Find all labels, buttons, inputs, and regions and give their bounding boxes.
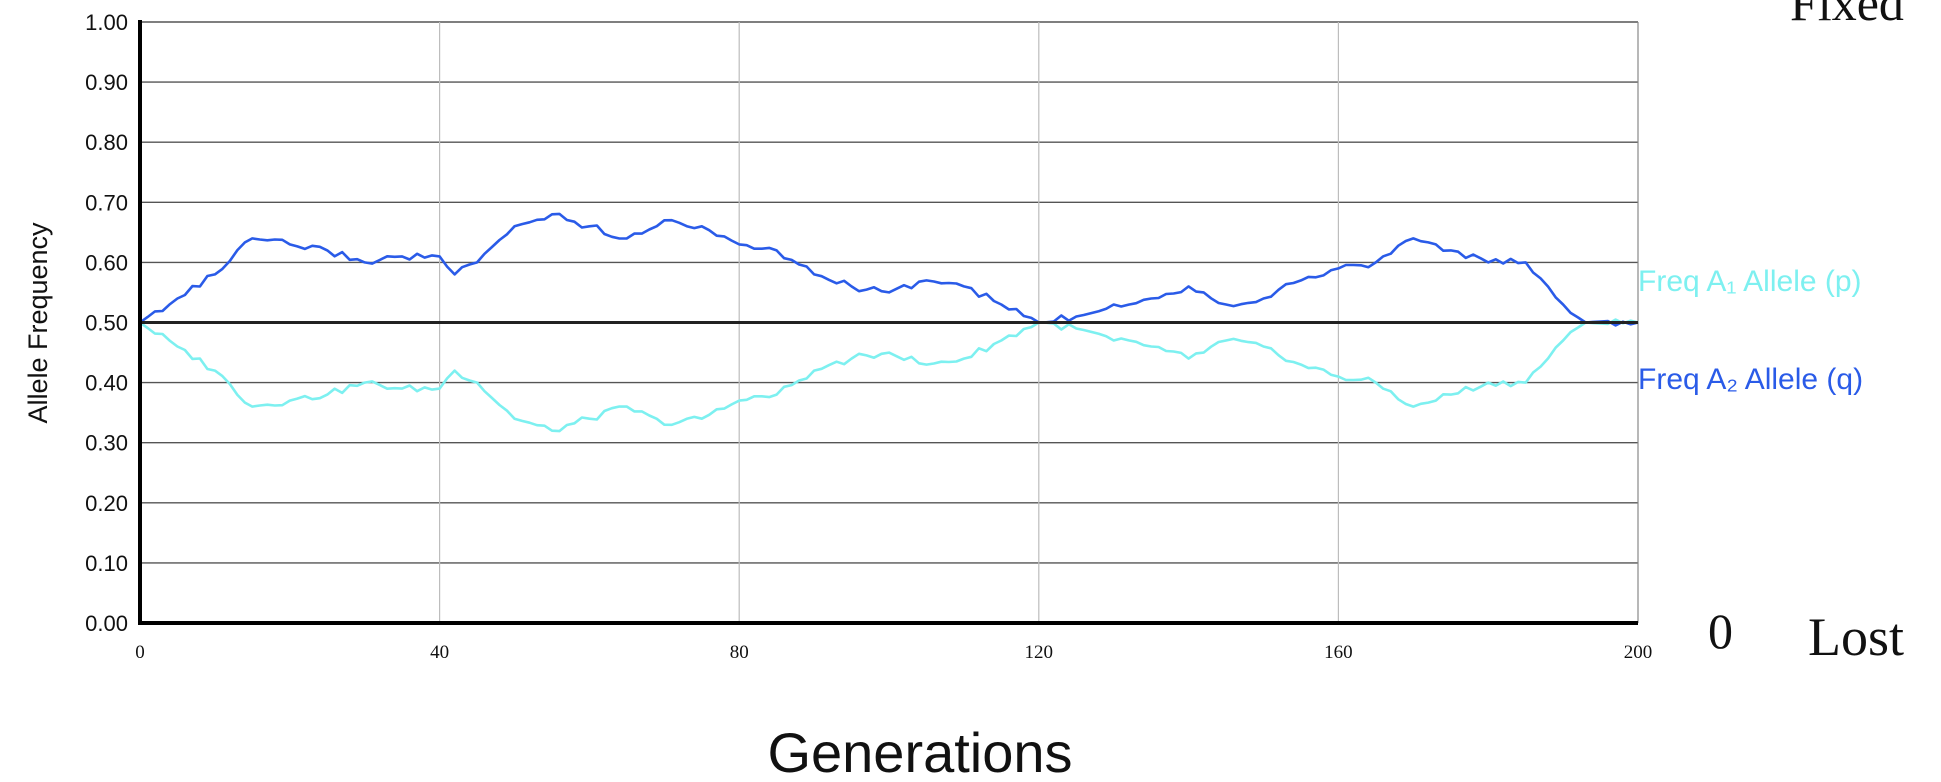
x-tick-label: 200: [1624, 642, 1653, 663]
zero-label: 0: [1708, 603, 1733, 659]
y-tick-label: 0.30: [85, 431, 128, 456]
x-tick-label: 80: [730, 642, 749, 663]
fixed-label: Fixed: [1790, 0, 1904, 31]
y-tick-label: 1.00: [85, 10, 128, 35]
y-tick-label: 0.80: [85, 130, 128, 155]
labels: Allele Frequency Generations Fixed 0 Los…: [23, 0, 1904, 782]
legend-q: Freq A₂ Allele (q): [1638, 363, 1863, 396]
y-axis-label: Allele Frequency: [23, 222, 53, 424]
y-tick-label: 0.20: [85, 491, 128, 516]
y-tick-label: 0.50: [85, 311, 128, 336]
y-tick-label: 0.40: [85, 371, 128, 396]
legend-p: Freq A₁ Allele (p): [1638, 265, 1862, 298]
y-tick-label: 0.70: [85, 190, 128, 215]
series-lines: [139, 212, 1639, 433]
series-p-line: [139, 318, 1639, 433]
y-tick-label: 0.60: [85, 250, 128, 275]
x-tick-label: 160: [1324, 642, 1353, 663]
y-tick-label: 0.90: [85, 70, 128, 95]
lost-label: Lost: [1808, 607, 1904, 667]
y-tick-label: 0.10: [85, 551, 128, 576]
x-axis-label: Generations: [767, 721, 1072, 782]
y-tick-label: 0.00: [85, 611, 128, 636]
x-tick-label: 0: [135, 642, 145, 663]
x-tick-label: 120: [1025, 642, 1054, 663]
x-tick-label: 40: [430, 642, 449, 663]
series-q-line: [139, 212, 1639, 327]
axes: 0.00 0.10 0.20 0.30 0.40 0.50 0.60 0.70 0.80 0.90…: [85, 10, 1652, 663]
